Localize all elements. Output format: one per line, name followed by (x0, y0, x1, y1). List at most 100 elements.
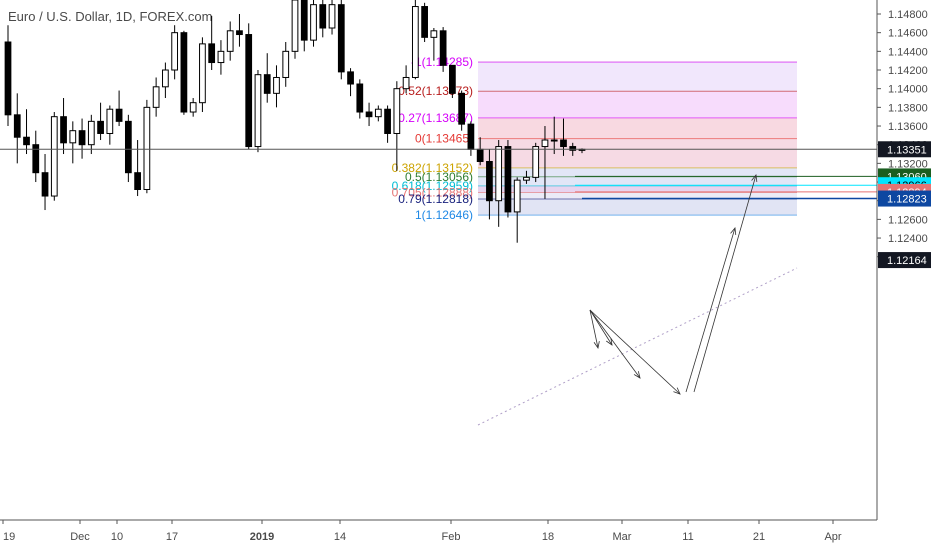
trend-line (477, 267, 798, 426)
price-tick-label: 1.14200 (888, 65, 928, 77)
candle-body (319, 4, 327, 29)
fib-zone (478, 192, 797, 200)
candle-body (162, 69, 169, 88)
candle-body (356, 83, 364, 113)
price-tick-label: 1.14000 (888, 84, 928, 96)
fib-zone (478, 138, 797, 168)
candle-body (560, 139, 567, 148)
candle-body (134, 172, 141, 190)
candle-body (476, 148, 484, 162)
candle-body (13, 114, 21, 138)
projection-arrow-head (751, 174, 758, 182)
candle-body (393, 88, 401, 134)
candle-body (143, 106, 151, 190)
price-tag (878, 141, 931, 158)
price-tick-label: 1.12600 (888, 214, 928, 226)
price-tick-label: 1.14800 (888, 9, 928, 21)
time-tick-label: 17 (166, 531, 178, 543)
projection-arrow (589, 309, 599, 349)
price-tick-label: 1.13200 (888, 158, 928, 170)
candle-body (180, 32, 188, 113)
candle-body (236, 30, 243, 36)
candle-body (115, 108, 123, 122)
fib-zone (478, 91, 797, 118)
time-tick-label: Apr (824, 531, 841, 543)
candle-body (337, 4, 345, 73)
fib-level-label: 0.5(1.13056) (405, 170, 473, 184)
projection-arrow (589, 309, 613, 346)
time-tick-label: 10 (111, 531, 123, 543)
fib-level-label: 0.618(1.12959) (392, 179, 473, 193)
candle-body (449, 64, 456, 94)
price-tick-label: 1.13600 (888, 121, 928, 133)
candle-body (226, 30, 234, 52)
candle-body (328, 4, 336, 29)
candle-body (23, 136, 30, 146)
fib-zone (478, 117, 797, 139)
candle-body (124, 120, 132, 174)
candle-body (365, 111, 373, 118)
projection-arrow (685, 227, 736, 393)
candle-body (87, 120, 95, 146)
price-tag-label: 1.12164 (887, 255, 927, 267)
fib-zone (478, 185, 797, 193)
candle-body (347, 71, 354, 85)
candle-body (513, 179, 521, 213)
candle-body (532, 146, 540, 178)
candle-body (430, 30, 438, 38)
time-tick-label: 19 (3, 531, 15, 543)
projection-arrow (589, 309, 641, 379)
time-axis[interactable] (0, 520, 877, 550)
projection-arrow-head (633, 371, 641, 379)
candle-body (254, 74, 262, 148)
candle-body (541, 139, 549, 148)
candle-body (310, 4, 317, 41)
candle-body (199, 43, 206, 104)
candle-body (97, 120, 104, 134)
fib-zone (478, 167, 797, 177)
projection-arrow-head (673, 387, 681, 395)
projection-arrow (693, 174, 757, 393)
projection-arrow-head (593, 341, 600, 350)
time-tick-label: 21 (753, 531, 765, 543)
candle-body (421, 6, 428, 38)
fib-zone (478, 176, 797, 186)
candle-body (569, 146, 577, 151)
projection-arrow-head (730, 227, 737, 236)
price-tick-label: 1.14600 (888, 28, 928, 40)
time-tick-label: 18 (542, 531, 554, 543)
price-tick-label: 1.14400 (888, 46, 928, 58)
candle-body (550, 139, 558, 142)
candle-body (217, 50, 225, 64)
projection-arrow-head (606, 338, 613, 346)
candle-body (523, 176, 530, 181)
candle-body (69, 130, 77, 144)
candle-body (189, 102, 197, 113)
time-tick-label: 14 (334, 531, 346, 543)
time-tick-label: 11 (682, 531, 693, 543)
fib-level-label: 1(1.12646) (415, 208, 473, 222)
fib-zone (478, 62, 797, 92)
price-tick-label: 1.13800 (888, 102, 928, 114)
candle-body (152, 86, 160, 108)
candle-body (78, 130, 86, 146)
price-tag (878, 252, 931, 269)
candle-body (402, 76, 410, 90)
candle-body (60, 116, 67, 144)
candle-body (50, 116, 58, 197)
price-axis[interactable] (877, 0, 932, 550)
time-tick-label: Feb (442, 531, 461, 543)
candle-body (291, 0, 299, 52)
fib-zone (478, 199, 797, 216)
fib-level-label: 0.705(1.12888) (392, 185, 473, 199)
chart-title: Euro / U.S. Dollar, 1D, FOREX.com (8, 9, 213, 24)
candle-body (504, 146, 512, 213)
candle-body (41, 172, 49, 197)
candle-body (245, 34, 253, 148)
fib-level-label: 0(1.13465) (415, 132, 473, 146)
price-tag-label: 1.13351 (887, 144, 927, 156)
candle-body (374, 108, 382, 118)
candle-body (439, 30, 447, 66)
projection-arrow (589, 309, 681, 395)
